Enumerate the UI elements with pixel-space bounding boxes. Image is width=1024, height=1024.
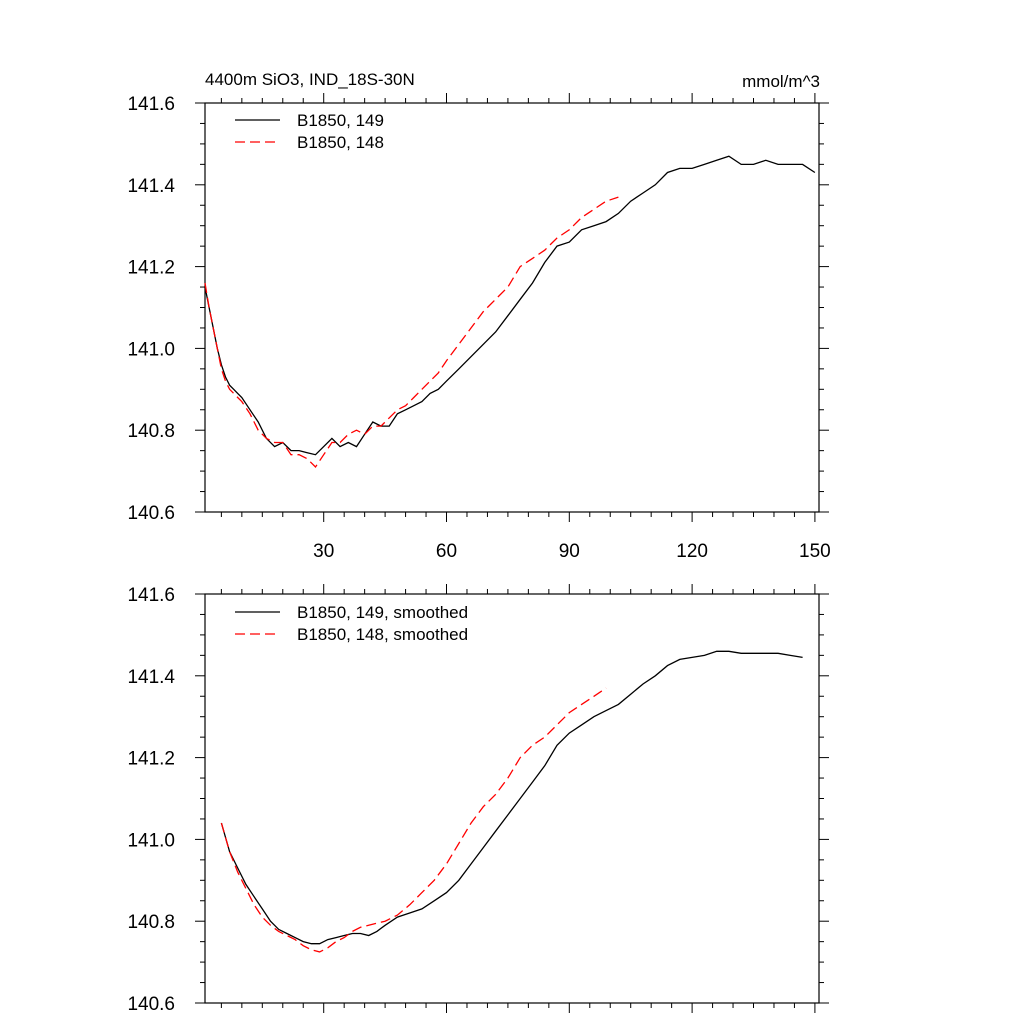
tick-labels: 140.6 140.8 141.0 141.2 141.4 141.6: [127, 585, 175, 1015]
legend-label: B1850, 149: [297, 111, 384, 130]
x-tick-label: 90: [559, 541, 580, 562]
units-label: mmol/m^3: [742, 72, 820, 91]
series-line-1: [220, 687, 607, 953]
axis-ticks: [195, 584, 829, 1013]
y-tick-label: 141.2: [127, 258, 175, 279]
tick-labels: 30 60 90 120 150 140.6 140.8 141.0 141.2 141.4 141…: [127, 94, 830, 562]
x-tick-label: 30: [313, 541, 334, 562]
legend-label: B1850, 148: [297, 133, 384, 152]
y-tick-label: 141.4: [127, 176, 175, 197]
bottom-panel: 140.6 140.8 141.0 141.2 141.4 141.6 B1850, 14…: [127, 584, 829, 1015]
plot-frame: [204, 593, 820, 1004]
y-tick-label: 141.2: [127, 749, 175, 770]
legend-label: B1850, 148, smoothed: [297, 625, 468, 644]
y-tick-label: 140.6: [127, 503, 175, 524]
y-tick-label: 141.0: [127, 339, 175, 360]
y-tick-label: 140.6: [127, 994, 175, 1015]
y-tick-label: 141.6: [127, 585, 175, 606]
y-tick-label: 141.6: [127, 94, 175, 115]
series-lines: [204, 155, 816, 469]
y-tick-label: 140.8: [127, 912, 175, 933]
y-tick-label: 141.4: [127, 667, 175, 688]
x-tick-label: 60: [436, 541, 457, 562]
legend-label: B1850, 149, smoothed: [297, 603, 468, 622]
axis-ticks: [195, 93, 829, 522]
legend: B1850, 149 B1850, 148: [235, 111, 384, 152]
x-tick-label: 120: [676, 541, 708, 562]
y-tick-label: 140.8: [127, 421, 175, 442]
chart-title: 4400m SiO3, IND_18S-30N: [205, 70, 415, 89]
top-panel: 4400m SiO3, IND_18S-30N mmol/m^3 30 60 90 1…: [127, 70, 830, 562]
x-tick-label: 150: [799, 541, 831, 562]
legend: B1850, 149, smoothed B1850, 148, smoothed: [235, 603, 468, 644]
series-lines: [220, 650, 803, 953]
series-line-0: [220, 650, 803, 945]
series-line-0: [204, 155, 816, 456]
y-tick-label: 141.0: [127, 830, 175, 851]
series-line-1: [204, 196, 619, 469]
